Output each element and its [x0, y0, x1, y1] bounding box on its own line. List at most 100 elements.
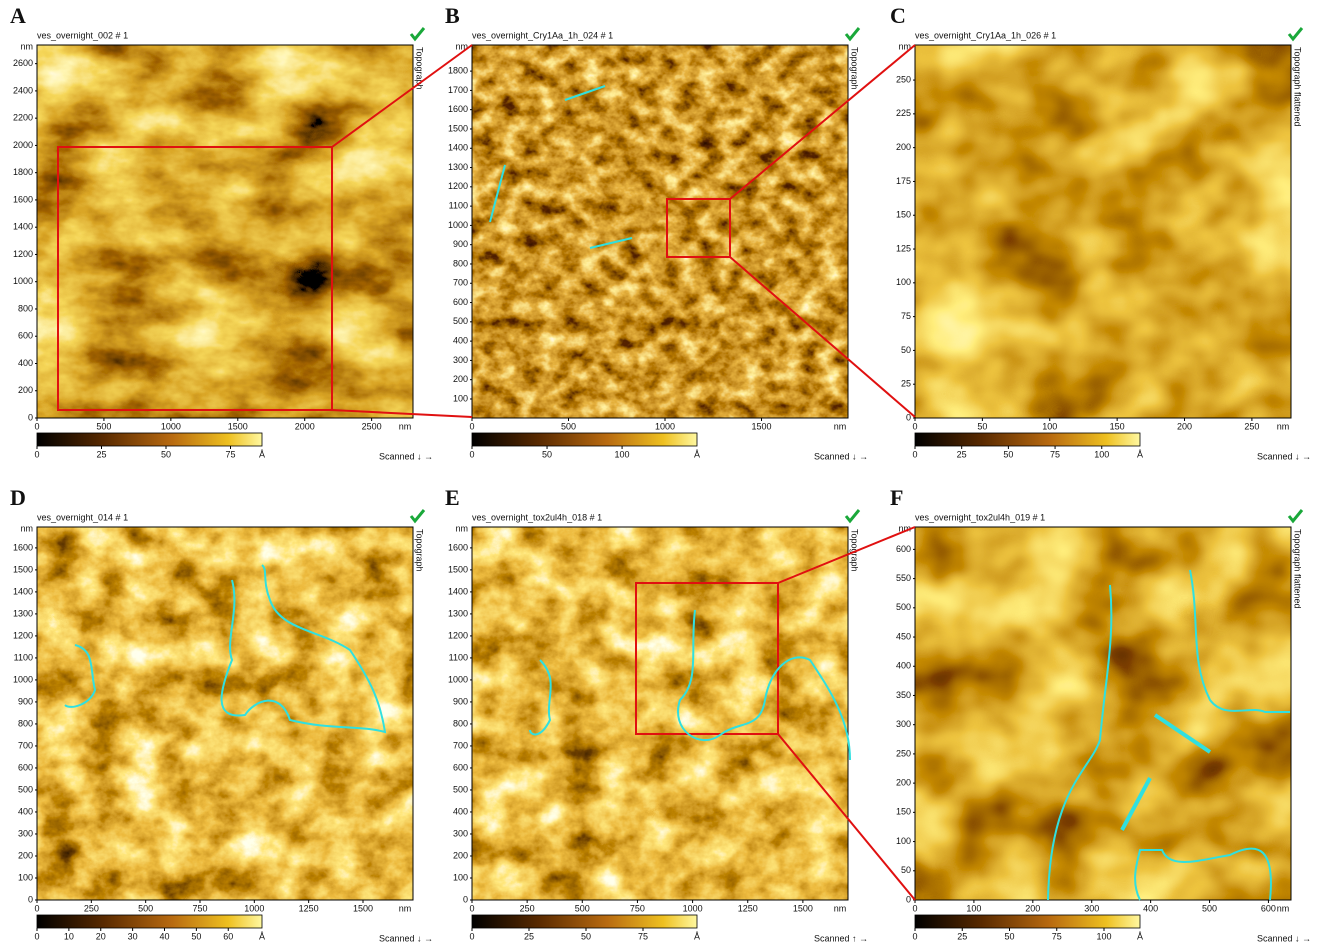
scan-direction: Scanned ↓ → [1257, 451, 1311, 461]
colorbar-label: 50 [542, 449, 552, 459]
y-tick-label: 1400 [448, 143, 468, 153]
y-tick-label: 600 [453, 762, 468, 772]
y-tick-label: 1500 [13, 564, 33, 574]
x-tick-label: 750 [192, 903, 207, 913]
x-tick-label: 1000 [683, 903, 703, 913]
scan-direction: Scanned ↓ → [379, 451, 433, 461]
y-tick-label: 1200 [448, 630, 468, 640]
y-tick-label: 700 [18, 740, 33, 750]
colorbar-label: 0 [469, 931, 474, 941]
y-tick-label: 100 [453, 393, 468, 403]
colorbar-label: 75 [1050, 449, 1060, 459]
y-tick-label: 400 [453, 335, 468, 345]
check-mark [846, 510, 859, 521]
colorbar-label: 50 [161, 449, 171, 459]
y-tick-label: 175 [896, 176, 911, 186]
y-tick-label: 600 [453, 297, 468, 307]
x-tick-label: 0 [34, 421, 39, 431]
side-label: Topograph [415, 529, 425, 572]
y-tick-label: 0 [906, 894, 911, 904]
x-tick-label: 500 [1202, 903, 1217, 913]
y-tick-label: 1600 [448, 542, 468, 552]
y-tick-label: 1400 [13, 586, 33, 596]
y-tick-label: 1000 [448, 674, 468, 684]
y-tick-label: 2600 [13, 58, 33, 68]
afm-image [915, 45, 1291, 418]
y-tick-label: 100 [18, 872, 33, 882]
y-tick-label: 550 [896, 573, 911, 583]
x-unit: nm [834, 421, 847, 431]
y-tick-label: 350 [896, 690, 911, 700]
y-tick-label: 800 [18, 718, 33, 728]
y-tick-label: 125 [896, 243, 911, 253]
y-tick-label: 1200 [448, 181, 468, 191]
x-tick-label: 200 [1025, 903, 1040, 913]
y-tick-label: 500 [453, 316, 468, 326]
y-tick-label: 1300 [448, 162, 468, 172]
x-tick-label: 1000 [655, 421, 675, 431]
y-tick-label: 1500 [448, 564, 468, 574]
y-tick-label: 1000 [13, 674, 33, 684]
y-tick-label: 1100 [449, 652, 468, 662]
x-tick-label: 0 [469, 903, 474, 913]
x-tick-label: 100 [1042, 421, 1057, 431]
colorbar-label: 40 [159, 931, 169, 941]
colorbar-label: 75 [1052, 931, 1062, 941]
y-tick-label: 2400 [13, 85, 33, 95]
y-tick-label: 700 [453, 740, 468, 750]
y-tick-label: 300 [453, 355, 468, 365]
x-tick-label: 2500 [362, 421, 382, 431]
x-tick-label: 600 [1261, 903, 1276, 913]
panel-letter: D [10, 485, 26, 510]
y-tick-label: 1200 [13, 249, 33, 259]
y-tick-label: 300 [896, 719, 911, 729]
y-tick-label: 900 [453, 239, 468, 249]
x-tick-label: 1250 [738, 903, 758, 913]
y-unit: nm [455, 523, 468, 533]
y-tick-label: 600 [18, 331, 33, 341]
colorbar-label: 0 [912, 449, 917, 459]
x-tick-label: 300 [1084, 903, 1099, 913]
side-label: Topograph [850, 47, 860, 90]
y-tick-label: 1400 [448, 586, 468, 596]
colorbar-label: 50 [1004, 931, 1014, 941]
scan-direction: Scanned ↑ → [814, 933, 868, 943]
scan-direction: Scanned ↓ → [379, 933, 433, 943]
x-tick-label: 500 [561, 421, 576, 431]
x-unit: nm [399, 421, 412, 431]
y-tick-label: 200 [453, 374, 468, 384]
colorbar-label: 0 [34, 449, 39, 459]
y-tick-label: 500 [453, 784, 468, 794]
colorbar-label: 30 [128, 931, 138, 941]
y-tick-label: 400 [18, 806, 33, 816]
y-tick-label: 1700 [448, 85, 468, 95]
y-tick-label: 1600 [13, 542, 33, 552]
check-mark [846, 28, 859, 39]
figure: Aves_overnight_002 # 1Topographnm0200400… [0, 0, 1319, 945]
y-tick-label: 800 [453, 718, 468, 728]
colorbar-label: 25 [524, 931, 534, 941]
file-name: ves_overnight_Cry1Aa_1h_024 # 1 [472, 30, 613, 40]
afm-image [37, 527, 413, 900]
y-tick-label: 200 [896, 142, 911, 152]
y-tick-label: 400 [18, 358, 33, 368]
y-tick-label: 300 [453, 828, 468, 838]
colorbar-label: 0 [912, 931, 917, 941]
y-tick-label: 1100 [449, 200, 468, 210]
x-tick-label: 50 [977, 421, 987, 431]
y-tick-label: 0 [463, 894, 468, 904]
afm-image [37, 45, 413, 418]
y-tick-label: 1400 [13, 222, 33, 232]
x-tick-label: 0 [912, 903, 917, 913]
colorbar-unit: Å [259, 931, 265, 941]
x-tick-label: 500 [575, 903, 590, 913]
y-tick-label: 200 [453, 850, 468, 860]
y-tick-label: 600 [896, 544, 911, 554]
panel: Bves_overnight_Cry1Aa_1h_024 # 1Topograp… [445, 3, 868, 461]
colorbar [915, 433, 1140, 446]
colorbar-unit: Å [259, 449, 265, 459]
y-tick-label: 450 [896, 631, 911, 641]
file-name: ves_overnight_014 # 1 [37, 512, 128, 522]
colorbar [472, 433, 697, 446]
colorbar-unit: Å [694, 931, 700, 941]
